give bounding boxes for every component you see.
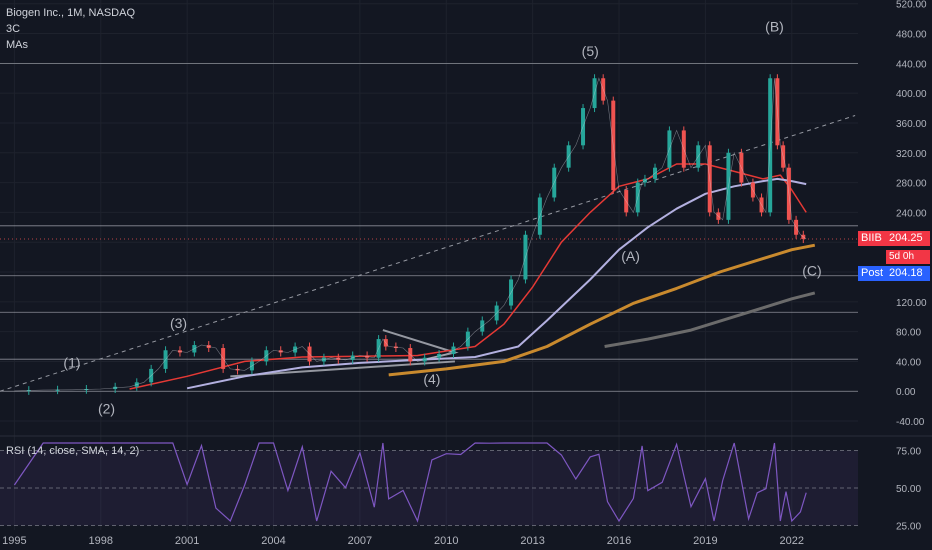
x-tick-label: 2010 [434,535,458,547]
wave-label: (3) [170,315,187,331]
wave-label: (2) [98,401,115,417]
rsi-tick-label: 25.00 [896,522,921,533]
y-tick-label: 240.00 [896,208,927,219]
x-tick-label: 2007 [348,535,372,547]
y-tick-label: 280.00 [896,179,927,190]
y-tick-label: 80.00 [896,328,921,339]
rsi-line [13,442,807,523]
y-tick-label: 440.00 [896,59,927,70]
x-tick-label: 2013 [520,535,544,547]
y-tick-label: -40.00 [896,417,925,428]
wave-labels: (1) (2) (3) (4) (5) (A) (B) (C) [63,18,821,416]
x-tick-label: 1998 [89,535,113,547]
rsi-legend[interactable]: RSI (14, close, SMA, 14, 2) [6,445,140,457]
y-tick-label: 400.00 [896,89,927,100]
rsi-tick-label: 75.00 [896,447,921,458]
y-tick-label: 320.00 [896,149,927,160]
dashed-trendline [0,115,856,392]
last-price-tag: 204.25 [886,231,930,247]
y-tick-label: 40.00 [896,357,921,368]
wave-label: (C) [802,263,821,279]
countdown-tag: 5d 0h [886,250,930,264]
ma-line-2 [186,177,807,390]
rsi-pane [0,442,858,526]
ma-line-3 [388,243,816,377]
x-tick-label: 2004 [261,535,285,547]
candle-body [55,389,60,391]
wave-label: (4) [423,371,440,387]
time-axis[interactable]: 1995 1998 2001 2004 2007 2010 2013 2016 2019 2022 [2,535,804,547]
x-tick-label: 2019 [693,535,717,547]
post-price-tag: 204.18 [886,266,930,281]
wave-label: (A) [621,248,640,264]
rsi-tick-label: 50.00 [896,484,921,495]
study-mas-label[interactable]: MAs [6,39,28,51]
horizontal-levels [0,62,858,392]
ticker-tag: BIIB [858,231,886,247]
ma-line-1 [129,163,807,390]
y-tick-label: 520.00 [896,0,927,11]
wave-label: (B) [765,18,784,34]
y-tick-label: 0.00 [896,387,916,398]
y-tick-label: 360.00 [896,119,927,130]
wave-label: (1) [63,354,80,370]
x-tick-label: 2016 [607,535,631,547]
price-series [14,74,816,395]
y-tick-label: 480.00 [896,30,927,41]
post-label-tag: Post [858,266,886,281]
x-tick-label: 2001 [175,535,199,547]
study-3c-label[interactable]: 3C [6,23,21,35]
x-tick-label: 2022 [780,535,804,547]
wave-label: (5) [582,43,599,59]
x-tick-label: 1995 [2,535,26,547]
support-line [230,360,455,378]
y-tick-label: 120.00 [896,298,927,309]
ma-line-4 [604,291,816,348]
symbol-title[interactable]: Biogen Inc., 1M, NASDAQ [6,7,135,19]
price-path [14,77,807,392]
